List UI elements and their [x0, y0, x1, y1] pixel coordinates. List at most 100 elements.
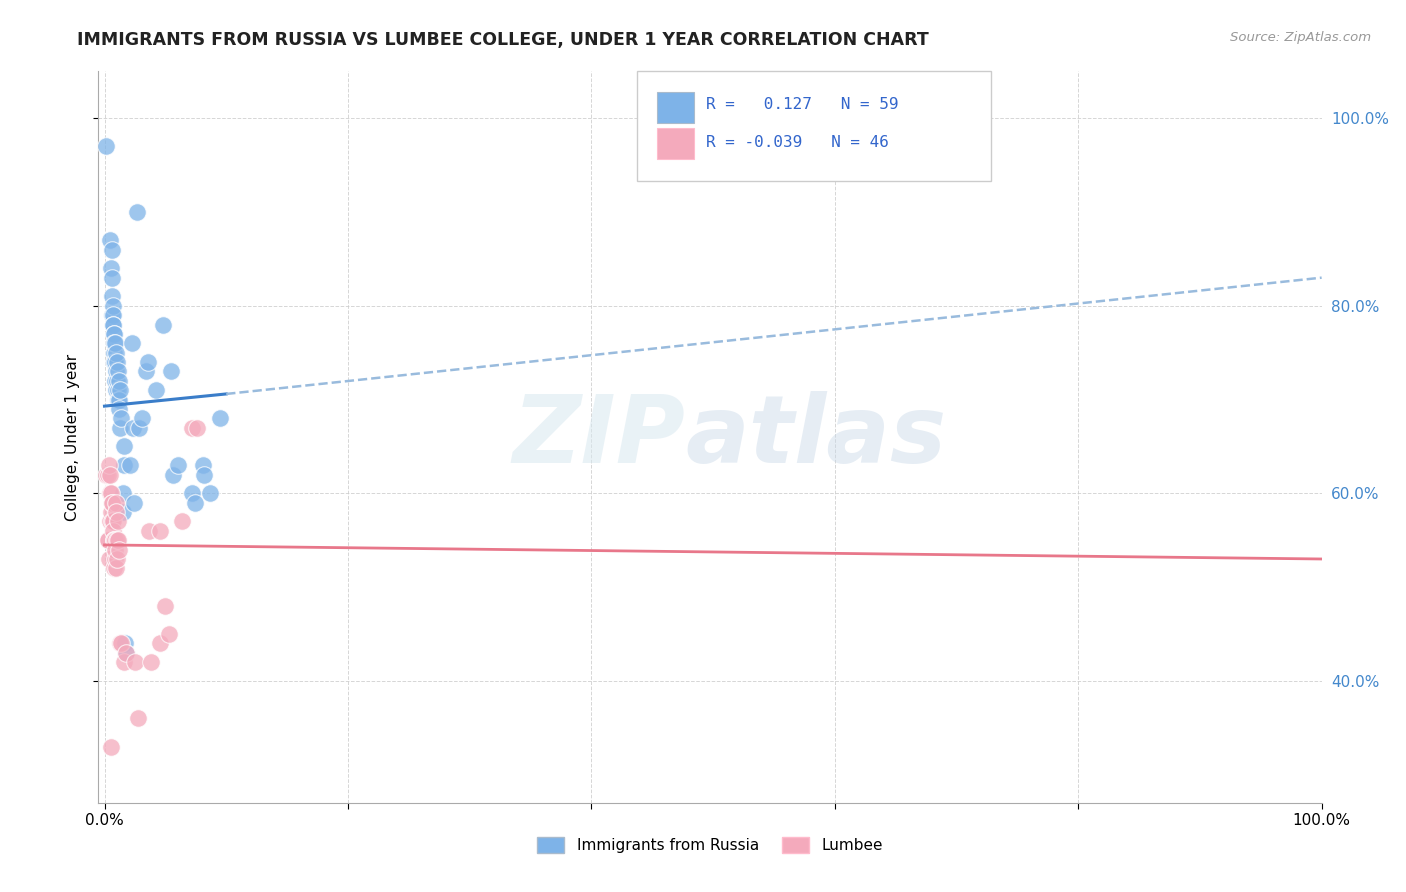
Point [105, 383, 128, 397]
Point [149, 524, 172, 538]
Point [105, 505, 128, 519]
Point [105, 355, 128, 369]
Point [115, 646, 138, 660]
Point [98, 458, 121, 473]
Point [101, 270, 124, 285]
Point [98, 467, 121, 482]
Point [104, 542, 127, 557]
Point [105, 364, 128, 378]
Point [115, 646, 138, 660]
Point [124, 655, 146, 669]
Point [209, 411, 232, 425]
Point [97, 552, 120, 566]
Point [145, 383, 167, 397]
Point [152, 318, 174, 332]
Point [103, 533, 125, 548]
Point [103, 561, 125, 575]
Point [100, 486, 122, 500]
Point [122, 420, 145, 434]
Point [127, 205, 149, 219]
Point [138, 524, 160, 538]
Point [107, 515, 129, 529]
Point [108, 420, 131, 434]
Point [104, 552, 127, 566]
Point [104, 374, 127, 388]
Point [103, 326, 125, 341]
Point [112, 458, 135, 473]
Point [104, 561, 127, 575]
Point [103, 533, 125, 548]
Point [105, 496, 128, 510]
Point [183, 496, 205, 510]
Point [128, 420, 150, 434]
Point [110, 383, 132, 397]
Point [101, 299, 124, 313]
FancyBboxPatch shape [637, 71, 991, 181]
Y-axis label: College, Under 1 year: College, Under 1 year [65, 353, 80, 521]
Point [162, 467, 184, 482]
Point [124, 496, 146, 510]
Point [97, 533, 120, 548]
Point [121, 336, 143, 351]
Point [104, 355, 127, 369]
Point [100, 243, 122, 257]
FancyBboxPatch shape [658, 128, 695, 159]
Point [149, 636, 172, 650]
Point [98, 233, 121, 247]
Point [160, 364, 183, 378]
Text: IMMIGRANTS FROM RUSSIA VS LUMBEE COLLEGE, UNDER 1 YEAR CORRELATION CHART: IMMIGRANTS FROM RUSSIA VS LUMBEE COLLEGE… [77, 31, 929, 49]
Point [104, 533, 127, 548]
Point [172, 515, 194, 529]
Point [98, 515, 121, 529]
Point [186, 420, 208, 434]
Point [107, 383, 129, 397]
Point [101, 289, 124, 303]
Point [114, 636, 136, 650]
Point [105, 374, 128, 388]
Point [101, 308, 124, 322]
Point [100, 505, 122, 519]
Point [105, 533, 128, 548]
Point [200, 486, 222, 500]
Point [120, 458, 142, 473]
Point [104, 336, 127, 351]
Point [94, 139, 117, 153]
Point [153, 599, 176, 613]
Point [157, 627, 180, 641]
Point [97, 533, 120, 548]
Point [101, 318, 124, 332]
Point [110, 636, 132, 650]
Point [139, 655, 162, 669]
Point [104, 345, 127, 359]
Point [111, 486, 134, 500]
Point [94, 467, 117, 482]
Point [181, 486, 204, 500]
Point [101, 515, 124, 529]
Point [131, 411, 153, 425]
Point [100, 739, 122, 754]
Point [96, 467, 118, 482]
Point [103, 336, 125, 351]
Point [107, 364, 129, 378]
Point [181, 420, 204, 434]
Point [108, 392, 131, 407]
Point [127, 711, 149, 725]
Point [107, 374, 129, 388]
Point [107, 392, 129, 407]
Point [103, 345, 125, 359]
Point [112, 440, 135, 454]
Point [98, 486, 121, 500]
Point [105, 552, 128, 566]
Point [108, 401, 131, 416]
Point [100, 496, 122, 510]
Text: atlas: atlas [686, 391, 946, 483]
Text: R =   0.127   N = 59: R = 0.127 N = 59 [706, 96, 898, 112]
Point [108, 542, 131, 557]
Point [111, 505, 134, 519]
Point [100, 261, 122, 276]
Point [166, 458, 188, 473]
Point [110, 411, 132, 425]
Point [103, 524, 125, 538]
Point [101, 308, 124, 322]
Point [108, 636, 131, 650]
